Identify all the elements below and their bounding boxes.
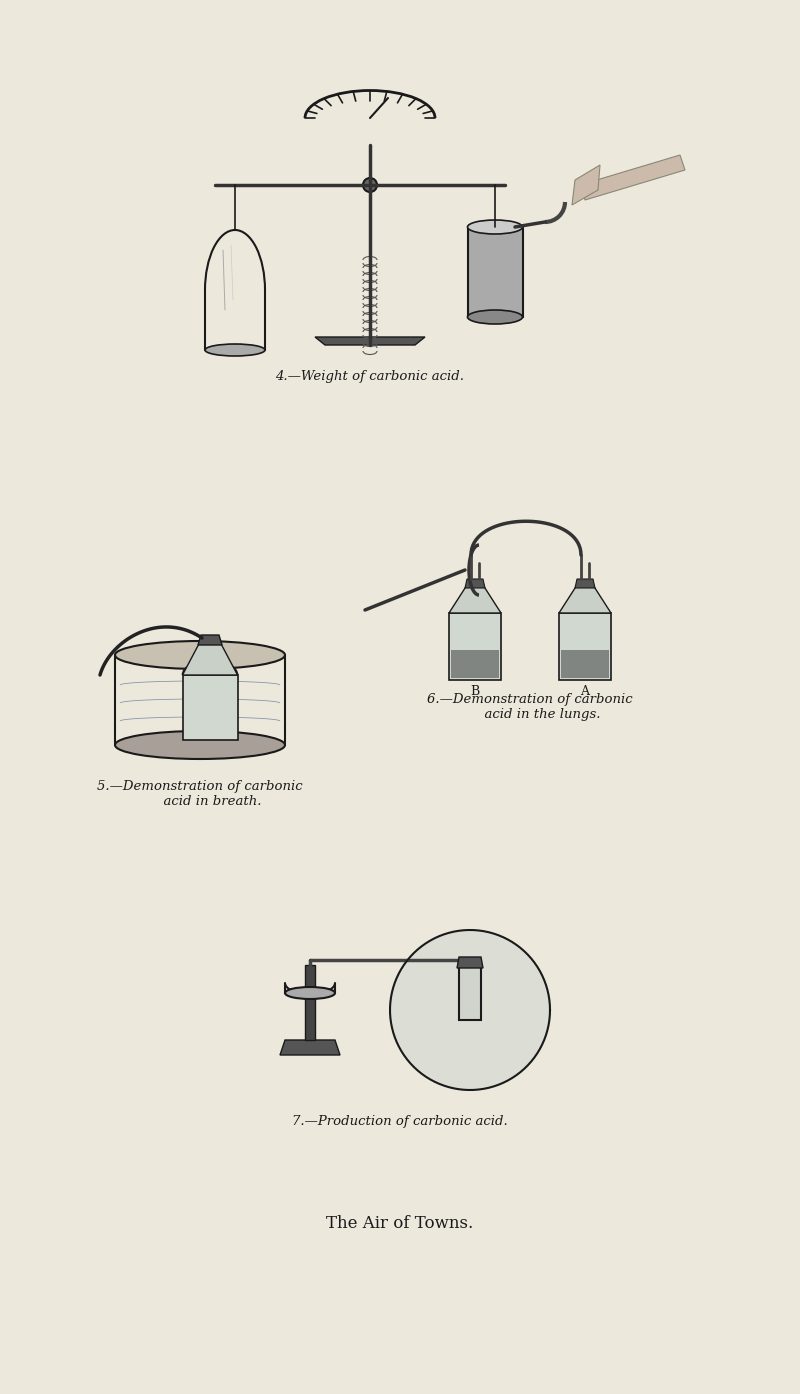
Polygon shape (449, 585, 501, 613)
Ellipse shape (205, 344, 265, 355)
Polygon shape (390, 930, 550, 1090)
Polygon shape (182, 675, 238, 740)
Polygon shape (467, 227, 522, 316)
Text: 6.—Demonstration of carbonic
      acid in the lungs.: 6.—Demonstration of carbonic acid in the… (427, 693, 633, 721)
Ellipse shape (115, 730, 285, 758)
Polygon shape (572, 164, 600, 205)
Polygon shape (580, 155, 685, 199)
Polygon shape (459, 965, 481, 1020)
Ellipse shape (363, 178, 377, 192)
Polygon shape (465, 579, 485, 588)
Polygon shape (280, 1040, 340, 1055)
Ellipse shape (115, 641, 285, 669)
Ellipse shape (285, 987, 335, 999)
Polygon shape (315, 337, 425, 344)
Polygon shape (198, 636, 222, 645)
Text: 5.—Demonstration of carbonic
      acid in breath.: 5.—Demonstration of carbonic acid in bre… (97, 781, 303, 809)
Polygon shape (182, 640, 238, 675)
Ellipse shape (467, 309, 522, 323)
Polygon shape (451, 650, 499, 677)
Polygon shape (561, 650, 609, 677)
Text: The Air of Towns.: The Air of Towns. (326, 1216, 474, 1232)
Ellipse shape (467, 220, 522, 234)
Polygon shape (457, 958, 483, 967)
Polygon shape (559, 585, 611, 613)
Text: 4.—Weight of carbonic acid.: 4.—Weight of carbonic acid. (275, 369, 465, 383)
Polygon shape (305, 965, 315, 1040)
Text: A: A (581, 684, 590, 698)
Text: B: B (470, 684, 480, 698)
Polygon shape (575, 579, 595, 588)
Polygon shape (449, 613, 501, 680)
Text: 7.—Production of carbonic acid.: 7.—Production of carbonic acid. (292, 1115, 508, 1128)
Polygon shape (559, 613, 611, 680)
